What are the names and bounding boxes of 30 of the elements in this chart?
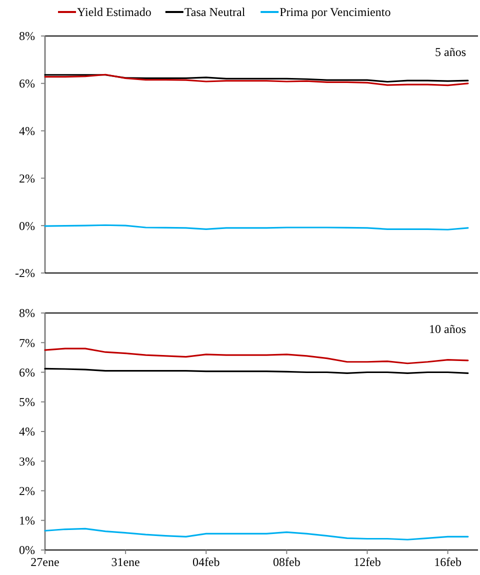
y-tick-label: 4% [19,424,35,439]
x-tick-label: 31ene [111,555,140,569]
y-tick-label: 2% [19,484,35,498]
y-tick-label: 2% [19,171,35,186]
x-tick-label: 04feb [192,555,220,569]
legend-label: Prima por Vencimiento [280,5,391,20]
y-tick-label: 7% [19,336,35,350]
y-tick-label: 0% [19,218,35,233]
y-tick-label: 1% [19,514,35,528]
line-series [44,348,469,364]
line-series [44,528,469,540]
y-tick-label: 5% [19,395,35,410]
x-tick-label: 12feb [354,555,381,569]
annotation: 10 años [429,322,466,336]
y-tick-label: 8% [19,29,35,44]
line-series [44,74,469,86]
line-series [44,74,469,83]
y-tick-label: 6% [19,365,35,380]
legend-label: Tasa Neutral [184,5,246,20]
y-tick-label: 8% [19,306,35,320]
y-tick-label: -2% [15,266,35,280]
legend-label: Yield Estimado [77,5,152,20]
x-tick-label: 08feb [273,555,300,569]
y-tick-label: 0% [19,543,35,558]
annotation: 5 años [435,45,466,59]
y-tick-label: 6% [19,76,35,91]
y-tick-label: 4% [19,124,35,138]
x-tick-label: 16feb [434,555,462,569]
y-tick-label: 3% [19,454,35,468]
x-tick-label: 27ene [30,555,60,569]
